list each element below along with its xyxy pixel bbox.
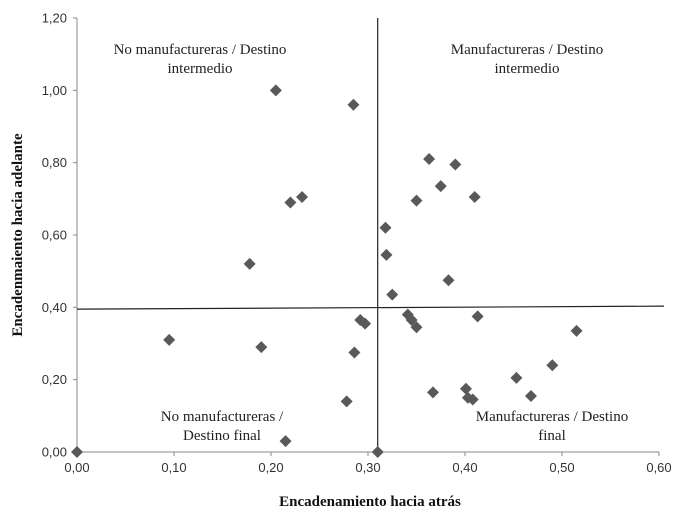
- x-tick-label: 0,20: [258, 460, 283, 475]
- data-point: [380, 248, 393, 261]
- data-point: [379, 221, 392, 234]
- quadrant-label-line: intermedio: [495, 61, 560, 77]
- x-tick-label: 0,50: [549, 460, 574, 475]
- quadrant-label-line: final: [538, 428, 566, 444]
- data-points: [71, 84, 583, 458]
- data-point: [468, 191, 481, 204]
- data-point: [434, 180, 447, 193]
- data-point: [296, 191, 309, 204]
- x-tick-label: 0,30: [355, 460, 380, 475]
- quadrant-label-top-right: Manufactureras / Destino intermedio: [451, 42, 603, 77]
- data-point: [243, 257, 256, 270]
- x-tick-label: 0,00: [64, 460, 89, 475]
- data-point: [442, 274, 455, 287]
- y-tick-labels: 0,00 0,20 0,40 0,60 0,80 1,00 1,20: [42, 11, 77, 460]
- data-point: [255, 341, 268, 354]
- data-point: [359, 317, 372, 330]
- data-point: [459, 382, 472, 395]
- data-point: [340, 395, 353, 408]
- quadrant-label-top-left: No manufactureras / Destino intermedio: [114, 42, 287, 77]
- data-point: [410, 321, 423, 334]
- data-point: [510, 371, 523, 384]
- quadrant-label-bottom-right: Manufactureras / Destino final: [476, 409, 628, 444]
- x-tick-label: 0,10: [161, 460, 186, 475]
- quadrant-label-line: Manufactureras / Destino: [476, 409, 628, 425]
- y-tick-label: 0,80: [42, 155, 67, 170]
- x-tick-label: 0,60: [646, 460, 671, 475]
- y-tick-label: 0,60: [42, 228, 67, 243]
- axes: [76, 18, 659, 453]
- data-point: [279, 435, 292, 448]
- data-point: [71, 446, 83, 458]
- data-point: [546, 359, 559, 372]
- quadrant-label-bottom-left: No manufactureras / Destino final: [161, 409, 284, 444]
- y-tick-label: 1,00: [42, 83, 67, 98]
- data-point: [410, 194, 423, 207]
- data-point: [570, 324, 583, 337]
- x-tick-label: 0,40: [452, 460, 477, 475]
- x-axis-title: Encadenamiento hacia atrás: [279, 494, 461, 510]
- data-point: [426, 386, 439, 399]
- quadrant-label-line: No manufactureras / Destino: [114, 42, 287, 58]
- quadrant-labels: No manufactureras / Destino intermedioMan…: [114, 42, 629, 444]
- data-point: [524, 389, 537, 402]
- data-point: [471, 310, 484, 323]
- data-point: [405, 313, 418, 326]
- y-tick-label: 0,40: [42, 300, 67, 315]
- data-point: [466, 393, 479, 406]
- data-point: [348, 346, 361, 359]
- data-point: [347, 98, 360, 111]
- horizontal-divider: [76, 305, 665, 310]
- data-point: [449, 158, 462, 171]
- x-tick-labels: 0,00 0,10 0,20 0,30 0,40 0,50 0,60: [64, 452, 672, 475]
- data-point: [371, 446, 384, 458]
- data-point: [269, 84, 282, 97]
- quadrant-label-line: intermedio: [168, 61, 233, 77]
- y-tick-label: 0,00: [42, 445, 67, 460]
- y-axis-title: Encadenmaiento hacia adelante: [10, 133, 26, 337]
- quadrant-label-line: Destino final: [183, 428, 261, 444]
- data-point: [284, 196, 297, 209]
- quadrant-label-line: Manufactureras / Destino: [451, 42, 603, 58]
- y-tick-label: 0,20: [42, 372, 67, 387]
- y-tick-label: 1,20: [42, 11, 67, 26]
- data-point: [386, 288, 399, 301]
- data-point: [163, 333, 176, 346]
- data-point: [423, 153, 436, 166]
- quadrant-dividers: [76, 18, 665, 452]
- quadrant-label-line: No manufactureras /: [161, 409, 284, 425]
